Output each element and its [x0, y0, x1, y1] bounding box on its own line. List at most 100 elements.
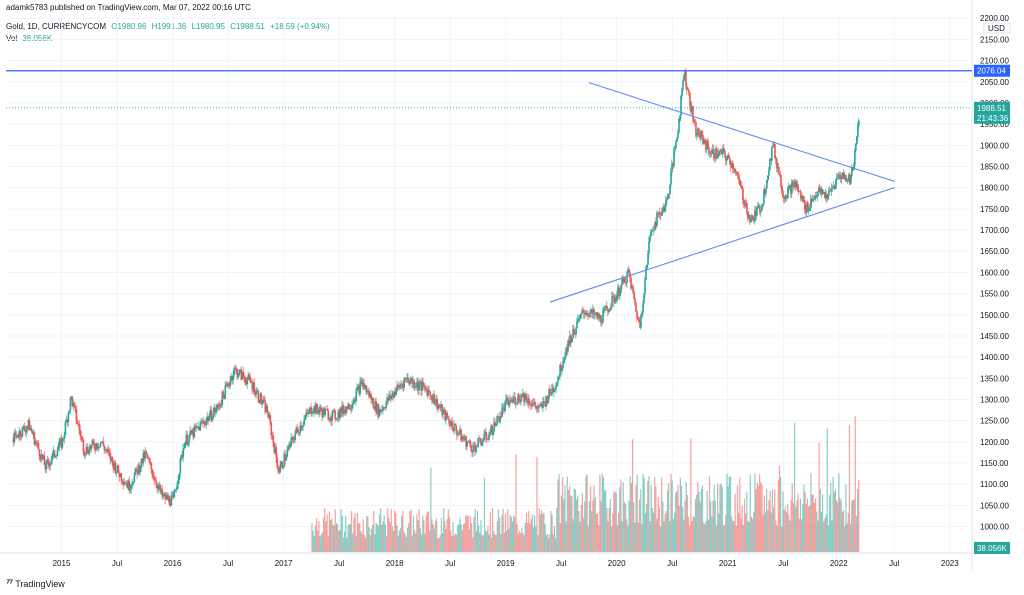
candle-body — [18, 430, 21, 438]
candle-body — [711, 150, 713, 154]
candle-body — [551, 387, 553, 395]
candle-body — [342, 405, 345, 414]
candle-body — [338, 411, 341, 418]
candle-body — [84, 454, 87, 456]
volume-bar — [817, 520, 819, 552]
candle-body — [552, 387, 554, 392]
volume-bar — [323, 517, 325, 552]
volume-bar — [430, 467, 432, 552]
candle-body — [788, 185, 790, 189]
volume-bar — [551, 515, 553, 552]
candle-body — [677, 132, 679, 139]
volume-bar — [578, 511, 580, 552]
candle-body — [781, 185, 783, 191]
volume-bar — [497, 509, 500, 552]
volume-bar — [468, 529, 470, 552]
volume-bar — [483, 477, 486, 552]
candle-body — [531, 403, 533, 407]
volume-bar — [486, 530, 488, 552]
candle-body — [252, 382, 255, 390]
candle-body — [319, 407, 322, 411]
volume-bar — [440, 517, 442, 552]
volume-bar — [458, 524, 460, 552]
volume-bar — [419, 527, 421, 552]
candle-body — [326, 409, 329, 411]
volume-bar — [595, 514, 598, 552]
volume-bar — [819, 489, 821, 552]
candle-body — [155, 480, 158, 486]
volume-bar — [792, 503, 795, 552]
candle-body — [314, 406, 317, 414]
volume-bar — [573, 488, 575, 552]
volume-bar — [544, 523, 546, 552]
volume-bar — [839, 497, 841, 552]
volume-bar — [736, 485, 739, 552]
candle-body — [777, 167, 779, 169]
volume-bar — [360, 531, 362, 552]
volume-bar — [846, 523, 848, 552]
candle-body — [163, 493, 166, 496]
volume-bar — [856, 489, 859, 552]
candle-body — [417, 381, 419, 391]
symbol-name[interactable]: Gold, 1D, CURRENCYCOM — [6, 22, 107, 31]
candle-body — [34, 441, 37, 445]
volume-bar — [369, 535, 371, 552]
candle-body — [686, 86, 688, 90]
volume-bar — [858, 479, 860, 552]
candle-body — [332, 410, 335, 413]
candle-body — [55, 455, 58, 457]
candle-body — [508, 403, 510, 406]
candle-body — [283, 454, 286, 468]
volume-bar — [768, 500, 770, 552]
candle-body — [616, 295, 618, 301]
candle-body — [220, 404, 223, 406]
candle-body — [498, 416, 500, 423]
tradingview-logo[interactable]: ⁷⁷ TradingView — [6, 578, 65, 589]
candle-body — [858, 120, 860, 127]
candle-body — [359, 381, 362, 394]
volume-bar — [601, 473, 603, 552]
volume-bar — [640, 489, 642, 552]
candle-body — [779, 174, 781, 176]
candle-body — [172, 495, 175, 498]
candle-body — [316, 403, 319, 410]
volume-bar — [524, 522, 526, 552]
candle-body — [637, 318, 639, 320]
candle-body — [176, 483, 179, 490]
candle-body — [398, 385, 400, 388]
candle-body — [806, 202, 808, 213]
candle-body — [179, 458, 182, 474]
candle-body — [694, 121, 696, 123]
volume-bar — [331, 518, 333, 552]
candle-body — [85, 446, 88, 455]
candle-body — [105, 449, 108, 451]
candle-body — [763, 189, 765, 204]
y-tick-label: 1800.00 — [980, 184, 1009, 193]
candle-body — [310, 407, 313, 414]
candle-body — [743, 199, 745, 204]
candle-body — [641, 312, 643, 316]
candle-body — [697, 128, 699, 135]
candle-body — [117, 465, 120, 473]
candle-body — [289, 443, 292, 447]
candle-body — [854, 150, 856, 166]
candle-body — [669, 184, 671, 195]
candle-body — [514, 397, 516, 405]
volume-bar — [624, 503, 627, 552]
candle-body — [525, 393, 527, 401]
candle-body — [191, 430, 194, 435]
candle-body — [620, 284, 622, 293]
candle-body — [658, 212, 660, 215]
candle-body — [530, 404, 532, 407]
volume-bar — [821, 494, 824, 552]
volume-bar — [381, 524, 383, 552]
volume-label[interactable]: Vol — [6, 34, 18, 43]
candle-body — [16, 434, 19, 438]
candle-body — [773, 144, 775, 148]
candle-body — [725, 156, 727, 161]
candle-body — [250, 381, 253, 383]
candle-body — [182, 448, 185, 458]
candle-body — [12, 437, 15, 443]
candle-body — [114, 462, 117, 474]
